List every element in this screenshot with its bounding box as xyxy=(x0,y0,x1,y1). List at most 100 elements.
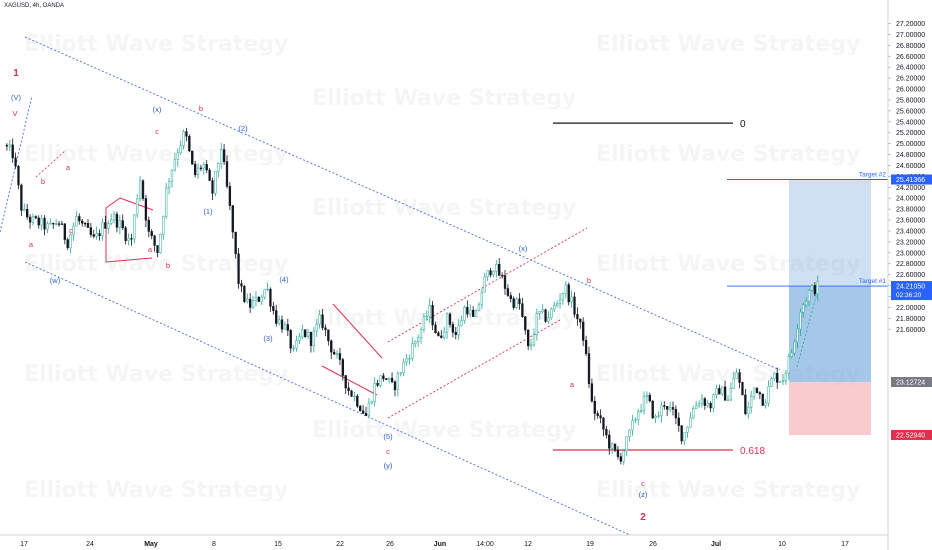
entry-price-tag-bg xyxy=(891,377,932,388)
price-tick: 23.00000 xyxy=(896,250,925,257)
time-tick: Jul xyxy=(711,541,721,548)
candle-body xyxy=(567,284,570,303)
time-tick: 15 xyxy=(274,541,282,548)
candle-body xyxy=(547,317,550,322)
candle-body xyxy=(573,296,576,315)
candle-body xyxy=(165,187,168,217)
candle-body xyxy=(700,398,704,405)
candle-body xyxy=(361,410,365,414)
time-tick: 22 xyxy=(336,541,344,548)
time-tick: 24 xyxy=(86,541,94,548)
candle-body xyxy=(810,285,814,291)
candle-body xyxy=(489,270,492,276)
candle-body xyxy=(159,234,162,254)
wave-label: (w) xyxy=(50,276,61,285)
candle-body xyxy=(367,402,371,416)
candle-body xyxy=(747,406,750,415)
candle-body xyxy=(451,324,455,333)
candle-body xyxy=(527,329,530,347)
candle-body xyxy=(466,306,469,315)
candle-body xyxy=(477,304,481,311)
candle-body xyxy=(706,403,709,406)
candle-body xyxy=(179,145,182,154)
price-tick: 25.80000 xyxy=(896,97,925,104)
candle-body xyxy=(356,395,359,407)
candle-body xyxy=(593,400,596,414)
candle-body xyxy=(654,415,657,419)
candle-body xyxy=(350,390,353,397)
target-1-zone xyxy=(789,286,871,383)
candle-body xyxy=(796,328,799,343)
price-tick: 26.40000 xyxy=(896,65,925,72)
candle-body xyxy=(642,396,646,411)
candle-body xyxy=(182,131,185,146)
wave-label: (V) xyxy=(11,93,22,102)
countdown-tag: 02:36:20 xyxy=(896,292,922,299)
risk-reward-zone: Target #2 Target #1 xyxy=(727,172,888,435)
candle-body xyxy=(550,308,553,318)
candle-body xyxy=(263,289,266,298)
candle-body xyxy=(31,216,35,223)
candle-body xyxy=(616,449,620,457)
candle-body xyxy=(89,227,93,235)
watermark: Elliott Wave Strategy xyxy=(312,86,577,111)
candle-body xyxy=(52,223,55,225)
candle-body xyxy=(712,394,715,409)
candle-body xyxy=(622,450,625,462)
candle-body xyxy=(408,358,411,360)
candle-body xyxy=(269,288,272,307)
price-tick: 25.60000 xyxy=(896,108,925,115)
candle-body xyxy=(335,353,339,355)
channel-upper-line xyxy=(24,36,781,371)
wave-v-line xyxy=(35,149,67,178)
candle-body xyxy=(544,309,547,322)
candle-body xyxy=(136,198,139,216)
candle-body xyxy=(778,381,782,383)
candle-body xyxy=(666,406,669,410)
candle-body xyxy=(663,405,666,407)
wave-label: c xyxy=(386,447,390,456)
time-tick: 26 xyxy=(649,541,657,548)
candle-body xyxy=(793,341,796,354)
candle-body xyxy=(538,311,541,314)
candle-body xyxy=(341,359,344,376)
candle-body xyxy=(802,304,805,313)
watermark: Elliott Wave Strategy xyxy=(24,362,289,387)
entry-price-tag: 23.12724 xyxy=(896,380,925,387)
candle-body xyxy=(72,225,75,236)
candle-body xyxy=(697,403,701,407)
chart-title: XAGUSD, 4h, OANDA xyxy=(4,3,65,9)
candle-body xyxy=(170,169,174,182)
candle-body xyxy=(631,420,634,431)
candle-body xyxy=(376,382,379,386)
candle-body xyxy=(463,306,466,321)
wave-label: 2 xyxy=(640,512,646,523)
candle-body xyxy=(266,288,269,291)
candle-body xyxy=(298,336,301,341)
watermark: Elliott Wave Strategy xyxy=(24,252,289,277)
price-tick: 22.00000 xyxy=(896,305,925,312)
candle-body xyxy=(671,407,675,410)
candle-body xyxy=(249,298,252,308)
candle-body xyxy=(399,372,402,375)
candle-body xyxy=(431,304,434,326)
candle-body xyxy=(437,332,440,337)
price-tick: 25.40000 xyxy=(896,119,925,126)
candle-body xyxy=(280,319,284,330)
candle-body xyxy=(66,239,69,249)
candle-body xyxy=(283,324,287,330)
time-tick: 17 xyxy=(841,541,849,548)
candle-body xyxy=(445,313,449,333)
candle-body xyxy=(364,413,368,416)
candle-body xyxy=(443,331,446,338)
wave-label: (1) xyxy=(203,207,213,216)
price-tick: 23.80000 xyxy=(896,207,925,214)
candle-body xyxy=(43,217,46,230)
price-tick: 27.00000 xyxy=(896,32,925,39)
candle-body xyxy=(515,298,518,308)
candle-body xyxy=(457,325,460,335)
candle-body xyxy=(127,238,130,241)
candle-body xyxy=(176,152,179,160)
